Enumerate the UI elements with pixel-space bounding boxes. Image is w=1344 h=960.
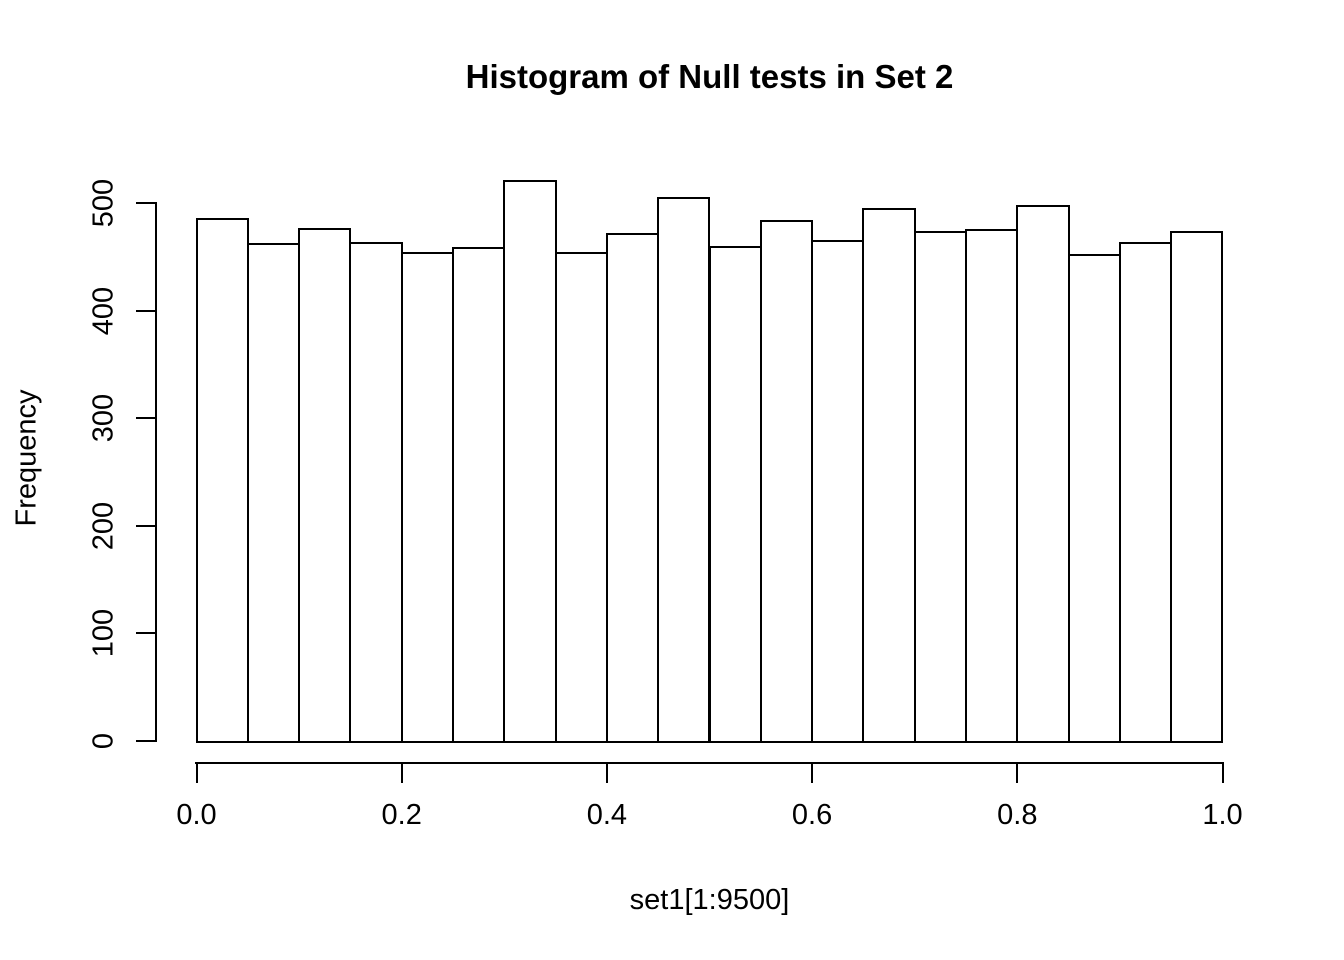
histogram-bar [554, 252, 608, 743]
histogram-bar [1170, 230, 1224, 743]
x-tick-label: 0.0 [176, 799, 217, 831]
y-axis-tick [136, 740, 156, 742]
x-axis-line [195, 762, 1224, 764]
y-axis-tick [136, 309, 156, 312]
x-tick-label: 0.8 [997, 799, 1038, 831]
x-axis-tick [605, 762, 608, 783]
histogram-bar [195, 218, 249, 743]
x-axis-tick [195, 762, 198, 783]
x-tick-label: 1.0 [1202, 799, 1243, 831]
x-tick-label: 0.2 [381, 799, 422, 831]
histogram-bar [759, 220, 814, 743]
x-axis-title: set1[1:9500] [629, 884, 790, 916]
histogram-bar [605, 233, 660, 743]
histogram-bar [503, 180, 557, 743]
histogram-bar [246, 242, 301, 743]
histogram-bar [349, 241, 403, 743]
histogram-bar [913, 230, 967, 743]
histogram-bar [965, 228, 1019, 743]
y-tick-label: 100 [87, 609, 120, 658]
x-axis-tick [400, 762, 403, 783]
histogram-bar [298, 227, 352, 743]
y-tick-label: 500 [87, 178, 120, 228]
histogram-bar [1118, 241, 1173, 743]
x-axis-tick [811, 762, 814, 783]
histogram-bar [452, 247, 506, 743]
y-axis-tick [136, 417, 156, 420]
y-axis-tick [136, 524, 156, 527]
y-tick-label: 400 [87, 286, 120, 335]
x-tick-label: 0.4 [586, 799, 628, 831]
chart-title: Histogram of Null tests in Set 2 [465, 58, 954, 95]
histogram-bar [862, 208, 916, 743]
y-axis-tick [136, 632, 156, 635]
histogram-bar [1067, 253, 1121, 743]
y-tick-label: 300 [87, 393, 120, 443]
y-axis-line [155, 202, 157, 742]
y-axis-title: Frequency [10, 389, 43, 527]
histogram-bar [811, 239, 865, 743]
x-axis-tick [1221, 762, 1224, 783]
histogram-bar [657, 196, 711, 743]
histogram-bar [400, 252, 454, 743]
histogram-bar [708, 246, 762, 743]
y-tick-label: 0 [87, 732, 120, 750]
x-tick-label: 0.6 [791, 799, 833, 831]
y-axis-tick [136, 202, 156, 204]
histogram-bar [1016, 205, 1070, 743]
y-tick-label: 200 [87, 501, 120, 550]
x-axis-tick [1016, 762, 1019, 783]
